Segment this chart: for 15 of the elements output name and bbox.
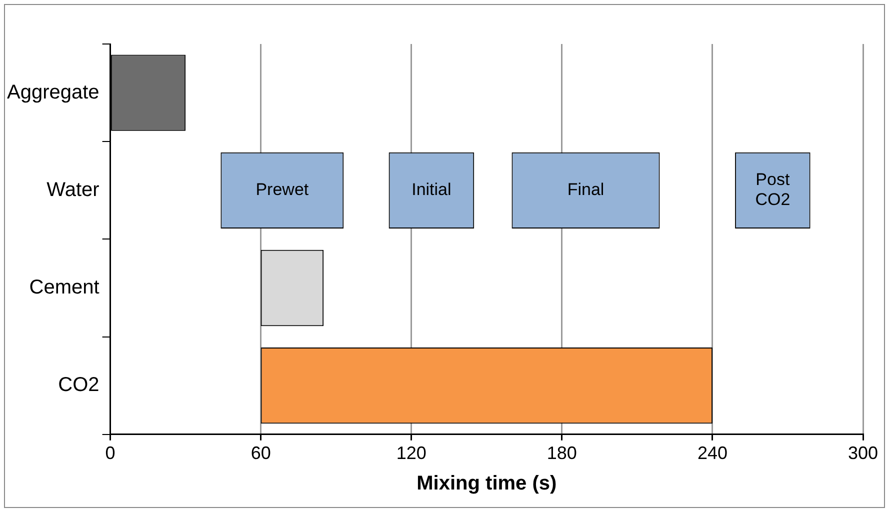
y-tick-label: CO2 — [58, 374, 100, 396]
annotation: Post CO2 — [755, 170, 790, 210]
y-tick-label: Aggregate — [7, 81, 100, 104]
x-tick-label: 240 — [697, 443, 728, 464]
annotation: Prewet — [256, 180, 309, 200]
x-tick-label: 120 — [396, 443, 426, 464]
annotation: Final — [567, 180, 604, 200]
x-axis-title: Mixing time (s) — [416, 472, 557, 495]
annotation: Initial — [412, 180, 452, 200]
x-tick-label: 300 — [848, 443, 878, 464]
y-tick-label: Water — [46, 178, 100, 201]
x-tick-label: 180 — [546, 443, 577, 464]
x-tick-label: 0 — [105, 443, 116, 464]
y-tick-label: Cement — [29, 276, 100, 299]
x-tick-label: 60 — [250, 443, 271, 464]
